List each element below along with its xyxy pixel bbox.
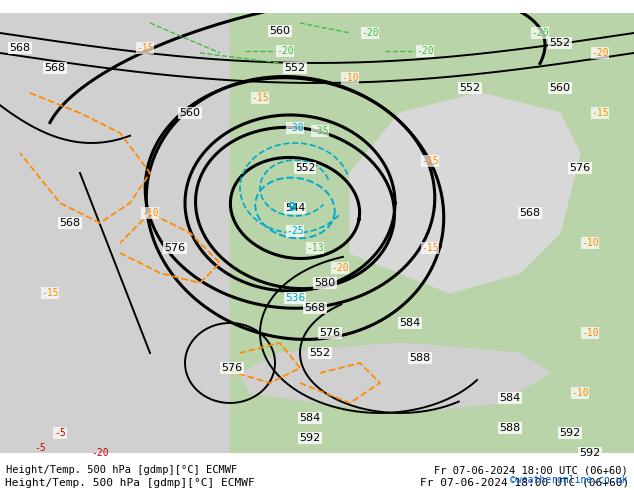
Text: 592: 592 — [579, 448, 600, 458]
Text: 576: 576 — [221, 363, 243, 373]
Text: 592: 592 — [299, 433, 321, 443]
Text: -25: -25 — [286, 226, 304, 236]
Text: -10: -10 — [571, 388, 589, 398]
Text: 568: 568 — [10, 43, 30, 53]
Text: -5: -5 — [54, 428, 66, 438]
Text: 536: 536 — [285, 293, 305, 303]
Text: 576: 576 — [320, 328, 340, 338]
Text: 560: 560 — [550, 83, 571, 93]
Text: 552: 552 — [309, 348, 330, 358]
Text: 544: 544 — [285, 203, 305, 213]
Polygon shape — [350, 93, 580, 293]
Text: 588: 588 — [500, 423, 521, 433]
Text: 584: 584 — [500, 393, 521, 403]
Text: 552: 552 — [550, 38, 571, 48]
Text: -15: -15 — [421, 156, 439, 166]
Text: -15: -15 — [136, 43, 154, 53]
Text: 580: 580 — [314, 278, 335, 288]
Text: 568: 568 — [60, 218, 81, 228]
Polygon shape — [0, 13, 230, 453]
Text: 584: 584 — [399, 318, 420, 328]
Text: -20: -20 — [276, 46, 294, 56]
Text: -20: -20 — [331, 263, 349, 273]
Text: -10: -10 — [581, 238, 598, 248]
Text: 568: 568 — [519, 208, 541, 218]
Text: -30: -30 — [286, 123, 304, 133]
Text: -20: -20 — [91, 448, 109, 458]
Text: ©weatheronline.co.uk: ©weatheronline.co.uk — [510, 475, 628, 485]
Text: Fr 07-06-2024 18:00 UTC (06+60): Fr 07-06-2024 18:00 UTC (06+60) — [434, 466, 628, 475]
Text: 568: 568 — [44, 63, 65, 73]
Text: -15: -15 — [421, 243, 439, 253]
Text: 552: 552 — [295, 163, 315, 173]
Text: -20: -20 — [416, 46, 434, 56]
Text: 592: 592 — [559, 428, 581, 438]
Polygon shape — [230, 13, 634, 453]
Polygon shape — [390, 133, 460, 193]
Text: 584: 584 — [299, 413, 321, 423]
Text: 552: 552 — [285, 63, 306, 73]
Text: -35: -35 — [311, 126, 329, 136]
Text: 588: 588 — [410, 353, 430, 363]
Text: -20: -20 — [531, 28, 549, 38]
Text: -15: -15 — [591, 108, 609, 118]
Text: Fr 07-06-2024 18:00 UTC (06+60): Fr 07-06-2024 18:00 UTC (06+60) — [420, 478, 629, 488]
Text: -20: -20 — [361, 28, 378, 38]
Text: 552: 552 — [460, 83, 481, 93]
Text: -15: -15 — [251, 93, 269, 103]
Text: -10: -10 — [141, 208, 158, 218]
Text: -13: -13 — [306, 243, 324, 253]
Text: 576: 576 — [164, 243, 186, 253]
Text: -15: -15 — [41, 288, 59, 298]
Text: -10: -10 — [581, 328, 598, 338]
Text: 568: 568 — [304, 303, 326, 313]
Polygon shape — [240, 343, 550, 413]
Text: 560: 560 — [269, 26, 290, 36]
Text: Height/Temp. 500 hPa [gdmp][°C] ECMWF: Height/Temp. 500 hPa [gdmp][°C] ECMWF — [5, 478, 255, 488]
Text: -5: -5 — [34, 443, 46, 453]
Text: 576: 576 — [569, 163, 590, 173]
Text: 9: 9 — [288, 201, 296, 215]
Text: Height/Temp. 500 hPa [gdmp][°C] ECMWF: Height/Temp. 500 hPa [gdmp][°C] ECMWF — [6, 466, 238, 475]
Text: 560: 560 — [179, 108, 200, 118]
Text: -20: -20 — [591, 48, 609, 58]
Text: -10: -10 — [341, 73, 359, 83]
